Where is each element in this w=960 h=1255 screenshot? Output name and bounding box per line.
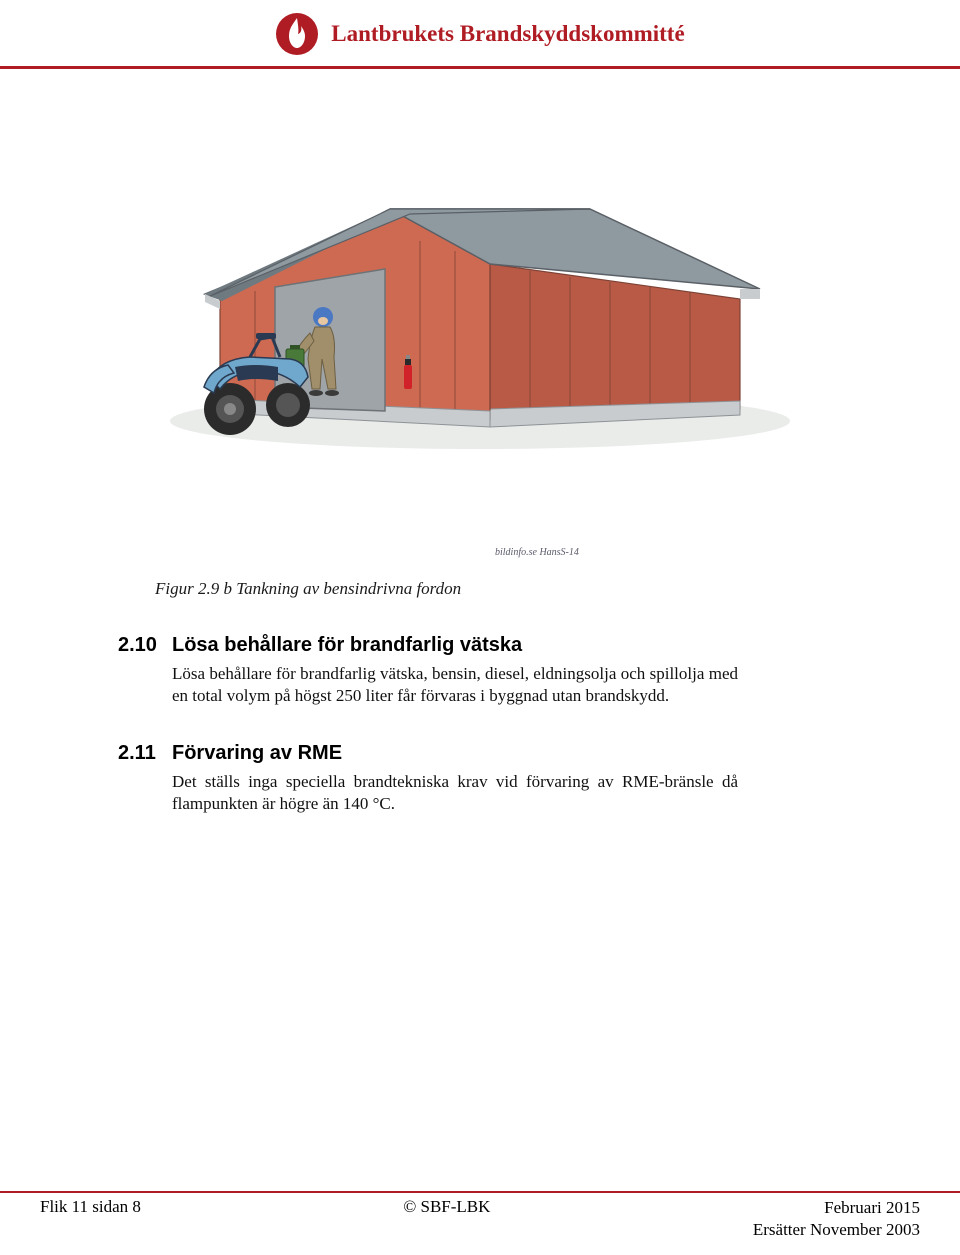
section-title: Lösa behållare för brandfarlig vätska bbox=[172, 634, 522, 657]
section-body: Det ställs inga speciella brandtekniska … bbox=[172, 771, 738, 816]
figure-area: bildinfo.se HansS-14 Figur 2.9 b Tanknin… bbox=[0, 109, 960, 579]
footer-center: © SBF-LBK bbox=[403, 1197, 490, 1241]
header-rule bbox=[0, 66, 960, 69]
header-title: Lantbrukets Brandskyddskommitté bbox=[331, 21, 684, 47]
section-2-11: 2.11 Förvaring av RME Det ställs inga sp… bbox=[118, 742, 738, 816]
page-header: Lantbrukets Brandskyddskommitté bbox=[0, 0, 960, 66]
section-2-10: 2.10 Lösa behållare för brandfarlig väts… bbox=[118, 634, 738, 708]
figure-credit: bildinfo.se HansS-14 bbox=[495, 547, 579, 558]
figure-caption: Figur 2.9 b Tankning av bensindrivna for… bbox=[155, 579, 461, 599]
footer-supersedes: Ersätter November 2003 bbox=[753, 1219, 920, 1241]
barn-illustration bbox=[160, 109, 800, 469]
section-number: 2.11 bbox=[118, 742, 160, 765]
footer-date: Februari 2015 bbox=[753, 1197, 920, 1219]
content-area: 2.10 Lösa behållare för brandfarlig väts… bbox=[118, 634, 738, 850]
logo bbox=[275, 12, 319, 56]
footer-left: Flik 11 sidan 8 bbox=[40, 1197, 141, 1241]
footer-rule bbox=[0, 1191, 960, 1193]
page-footer: Flik 11 sidan 8 © SBF-LBK Februari 2015 … bbox=[40, 1197, 920, 1241]
section-title: Förvaring av RME bbox=[172, 742, 342, 765]
section-number: 2.10 bbox=[118, 634, 160, 657]
section-body: Lösa behållare för brandfarlig vätska, b… bbox=[172, 663, 738, 708]
footer-right: Februari 2015 Ersätter November 2003 bbox=[753, 1197, 920, 1241]
